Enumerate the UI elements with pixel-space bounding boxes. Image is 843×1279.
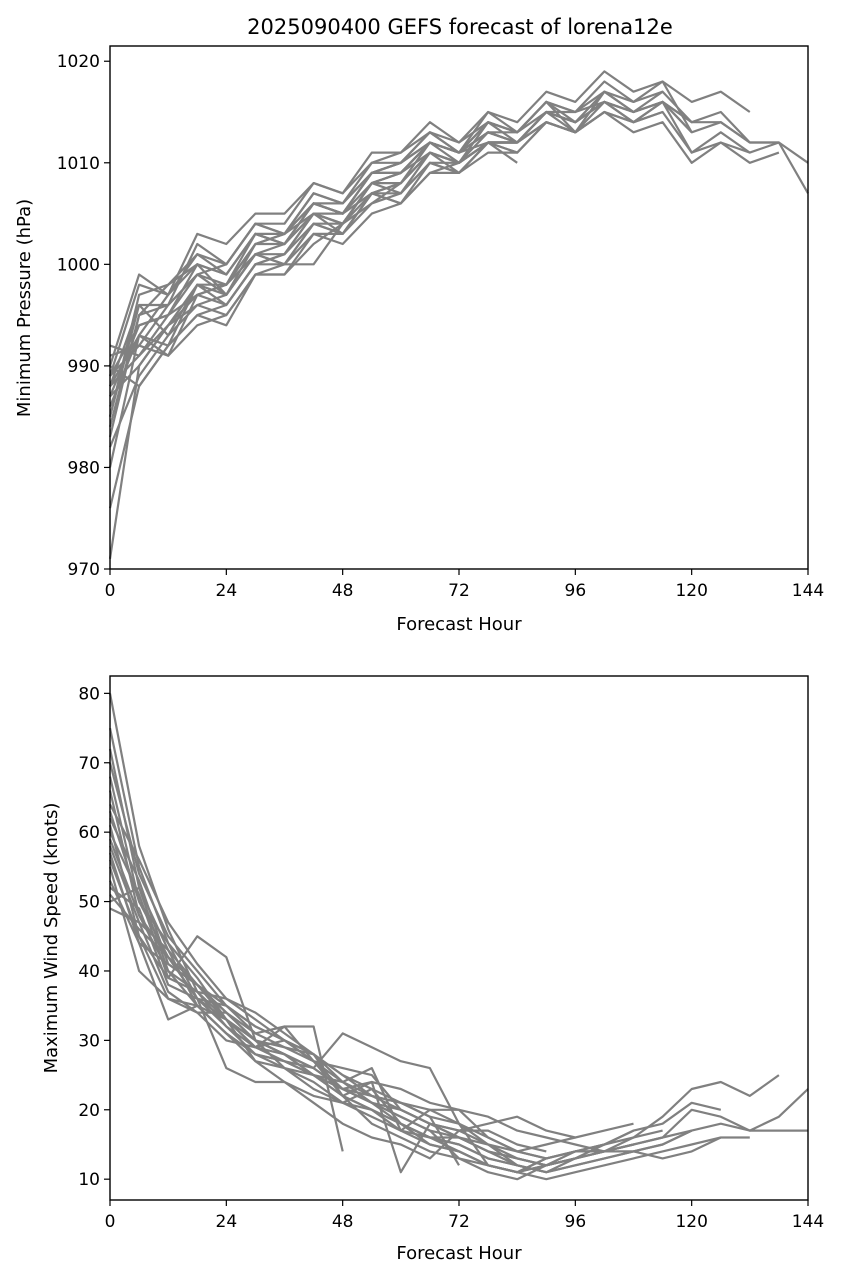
wind-series-line-4 <box>108 762 722 1160</box>
pressure-x-tick-label: 0 <box>105 581 116 601</box>
wind-y-ticks: 10 20 30 40 50 60 70 80 <box>78 684 110 1190</box>
pressure-x-tick-label: 96 <box>565 581 587 601</box>
pressure-y-tick-label: 980 <box>68 458 100 478</box>
pressure-y-axis-label: Minimum Pressure (hPa) <box>14 199 35 417</box>
wind-x-tick-label: 120 <box>675 1212 707 1232</box>
wind-x-ticks: 0 24 48 72 96 120 144 <box>105 1200 824 1232</box>
wind-y-tick-label: 50 <box>78 893 100 913</box>
pressure-series-line-5 <box>108 100 780 417</box>
pressure-y-tick-label: 1010 <box>57 154 100 174</box>
wind-panel: 0 24 48 72 96 120 144 10 20 30 40 50 60 70 80 Forecas… <box>41 675 824 1264</box>
wind-x-tick-label: 48 <box>332 1212 354 1232</box>
pressure-x-tick-label: 24 <box>216 581 238 601</box>
wind-series-line-21 <box>108 838 634 1167</box>
pressure-series-line-14 <box>109 111 606 387</box>
wind-x-tick-label: 0 <box>105 1212 116 1232</box>
wind-x-tick-label: 24 <box>216 1212 238 1232</box>
wind-y-tick-label: 10 <box>78 1170 100 1190</box>
wind-series-line-7 <box>109 803 692 1160</box>
pressure-y-tick-label: 1020 <box>57 52 100 72</box>
pressure-x-ticks: 0 24 48 72 96 120 144 <box>105 569 824 601</box>
wind-series-line-13 <box>109 880 576 1174</box>
wind-series-group <box>108 693 809 1181</box>
pressure-y-tick-label: 1000 <box>57 255 100 275</box>
wind-series-line-1 <box>108 693 809 1167</box>
pressure-axes-frame <box>109 45 809 570</box>
wind-x-tick-label: 144 <box>792 1212 824 1232</box>
pressure-y-tick-label: 970 <box>68 560 100 580</box>
pressure-series-line-4 <box>108 100 780 438</box>
wind-y-tick-label: 30 <box>78 1031 100 1051</box>
wind-x-tick-label: 72 <box>448 1212 470 1232</box>
wind-y-axis-label: Maximum Wind Speed (knots) <box>41 803 62 1074</box>
wind-x-tick-label: 96 <box>565 1212 587 1232</box>
wind-series-line-18 <box>108 852 460 1166</box>
pressure-series-line-7 <box>108 90 663 387</box>
wind-series-line-20 <box>108 810 634 1160</box>
pressure-x-tick-label: 72 <box>448 581 470 601</box>
wind-series-line-10 <box>108 845 663 1174</box>
wind-y-tick-label: 60 <box>78 823 100 843</box>
wind-y-tick-label: 80 <box>78 684 100 704</box>
wind-series-line-17 <box>109 907 518 1167</box>
wind-y-tick-label: 40 <box>78 962 100 982</box>
wind-x-axis-label: Forecast Hour <box>396 1243 522 1264</box>
wind-series-line-19 <box>108 824 547 1174</box>
pressure-panel: 0 24 48 72 96 120 144 970 980 990 1000 1010 1020 Fo… <box>14 45 824 635</box>
wind-series-line-3 <box>108 748 780 1167</box>
pressure-x-tick-label: 144 <box>792 581 824 601</box>
wind-y-tick-label: 70 <box>78 754 100 774</box>
pressure-series-line-13 <box>108 100 693 428</box>
wind-y-tick-label: 20 <box>78 1101 100 1121</box>
wind-series-line-16 <box>109 886 576 1153</box>
pressure-series-line-12 <box>108 111 606 407</box>
pressure-y-tick-label: 990 <box>68 357 100 377</box>
pressure-x-axis-label: Forecast Hour <box>396 614 522 635</box>
pressure-series-line-20 <box>108 100 634 417</box>
pressure-x-tick-label: 120 <box>675 581 707 601</box>
pressure-x-tick-label: 48 <box>332 581 354 601</box>
pressure-series-group <box>108 70 809 559</box>
pressure-series-line-21 <box>109 100 606 377</box>
pressure-y-ticks: 970 980 990 1000 1010 1020 <box>57 52 110 580</box>
chart-title: 2025090400 GEFS forecast of lorena12e <box>247 15 673 39</box>
